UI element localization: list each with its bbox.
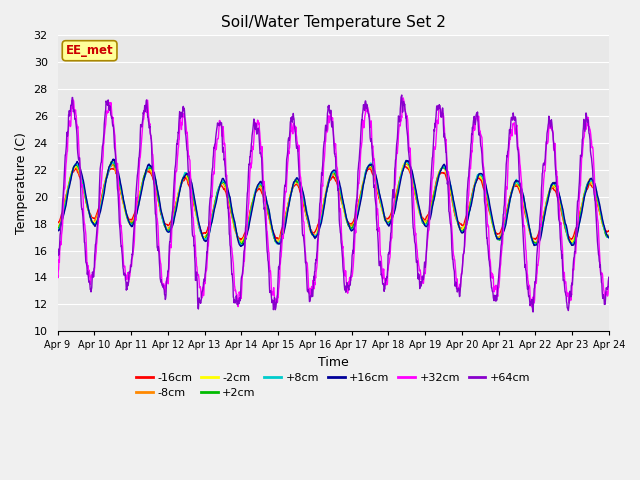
+8cm <box>300 192 307 198</box>
-2cm <box>299 194 307 200</box>
+64cm <box>299 233 307 239</box>
Line: +32cm: +32cm <box>58 98 609 307</box>
+64cm <box>97 166 104 171</box>
-8cm <box>97 203 104 208</box>
+2cm <box>54 226 61 231</box>
+8cm <box>119 193 127 199</box>
+8cm <box>605 235 612 241</box>
Line: +2cm: +2cm <box>58 161 609 244</box>
Line: -2cm: -2cm <box>58 162 609 244</box>
+64cm <box>398 92 406 98</box>
Title: Soil/Water Temperature Set 2: Soil/Water Temperature Set 2 <box>221 15 445 30</box>
+2cm <box>570 241 577 247</box>
-8cm <box>287 188 295 193</box>
-8cm <box>54 224 61 230</box>
-16cm <box>368 169 376 175</box>
+16cm <box>368 162 376 168</box>
-16cm <box>401 163 408 168</box>
-2cm <box>532 241 540 247</box>
+2cm <box>97 206 104 212</box>
Line: -8cm: -8cm <box>58 164 609 243</box>
-2cm <box>287 188 295 193</box>
-16cm <box>605 228 612 234</box>
+32cm <box>287 120 295 126</box>
-16cm <box>54 220 61 226</box>
+8cm <box>238 242 246 248</box>
Line: +64cm: +64cm <box>58 95 609 312</box>
+32cm <box>367 118 375 124</box>
-2cm <box>309 232 317 238</box>
-2cm <box>367 163 375 168</box>
+64cm <box>605 275 612 280</box>
+8cm <box>402 158 410 164</box>
Legend: -16cm, -8cm, -2cm, +2cm, +8cm, +16cm, +32cm, +64cm: -16cm, -8cm, -2cm, +2cm, +8cm, +16cm, +3… <box>131 368 535 403</box>
Line: -16cm: -16cm <box>58 166 609 240</box>
+32cm <box>299 208 307 214</box>
+16cm <box>310 233 317 239</box>
-16cm <box>288 188 296 194</box>
+16cm <box>605 235 612 240</box>
+32cm <box>528 304 536 310</box>
+8cm <box>288 189 296 194</box>
+16cm <box>289 186 296 192</box>
+16cm <box>97 209 104 215</box>
+64cm <box>54 257 61 263</box>
Line: +8cm: +8cm <box>58 161 609 245</box>
-8cm <box>367 165 375 171</box>
+32cm <box>605 276 612 281</box>
-8cm <box>403 161 411 167</box>
+2cm <box>287 189 295 194</box>
Text: EE_met: EE_met <box>66 44 113 57</box>
+16cm <box>119 193 127 199</box>
-16cm <box>300 201 307 206</box>
-8cm <box>309 230 317 236</box>
+2cm <box>299 192 307 197</box>
+16cm <box>54 227 61 233</box>
Y-axis label: Temperature (C): Temperature (C) <box>15 132 28 234</box>
+64cm <box>309 293 317 299</box>
+8cm <box>309 233 317 239</box>
+2cm <box>119 193 127 199</box>
+2cm <box>605 233 612 239</box>
-2cm <box>97 204 104 210</box>
-8cm <box>119 196 127 202</box>
Line: +16cm: +16cm <box>58 159 609 246</box>
+16cm <box>109 156 117 162</box>
+16cm <box>300 192 307 197</box>
-8cm <box>531 240 539 246</box>
-2cm <box>605 233 612 239</box>
+2cm <box>403 158 410 164</box>
+64cm <box>529 309 537 315</box>
+32cm <box>399 95 407 101</box>
-8cm <box>299 196 307 202</box>
-16cm <box>309 230 317 236</box>
+64cm <box>287 116 295 122</box>
+64cm <box>119 258 127 264</box>
-16cm <box>236 237 244 242</box>
+16cm <box>237 243 245 249</box>
-2cm <box>403 159 411 165</box>
-2cm <box>54 224 61 230</box>
X-axis label: Time: Time <box>318 356 349 369</box>
+2cm <box>309 232 317 238</box>
+64cm <box>367 136 375 142</box>
-8cm <box>605 232 612 238</box>
+32cm <box>309 285 317 290</box>
+8cm <box>54 228 61 233</box>
+2cm <box>367 163 375 169</box>
+8cm <box>97 207 104 213</box>
+32cm <box>97 191 104 197</box>
+8cm <box>368 162 376 168</box>
-16cm <box>119 198 127 204</box>
+32cm <box>119 243 127 249</box>
-2cm <box>119 196 127 202</box>
+32cm <box>54 273 61 278</box>
-16cm <box>97 201 104 206</box>
